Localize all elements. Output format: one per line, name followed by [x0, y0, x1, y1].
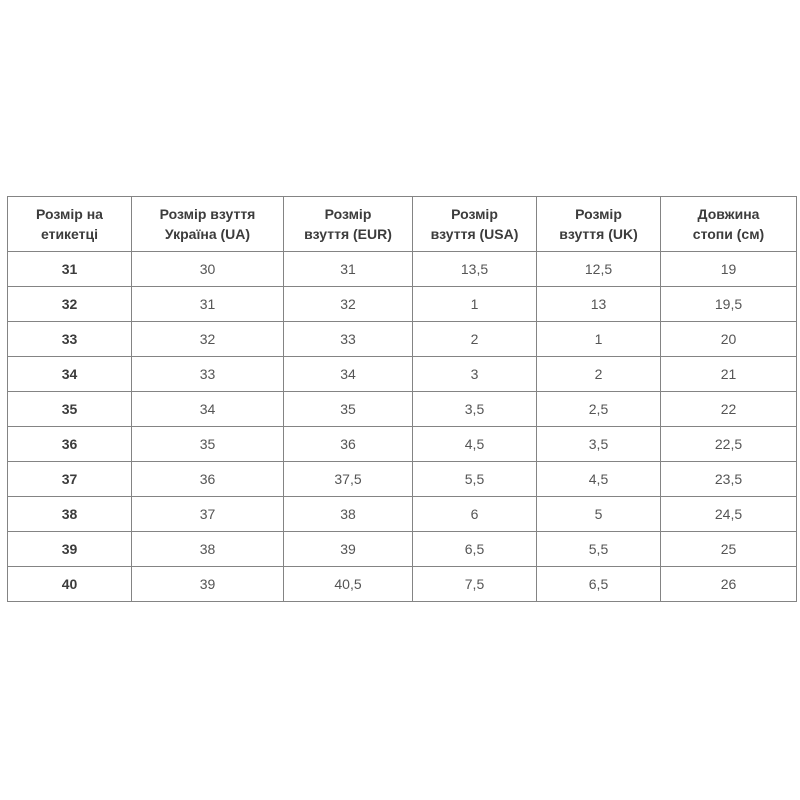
table-cell: 6 — [412, 496, 537, 532]
table-cell: 5,5 — [536, 531, 661, 567]
table-cell: 35 — [131, 426, 284, 462]
table-cell: 7,5 — [412, 566, 537, 602]
column-header-ua-size: Розмір взуття Україна (UA) — [131, 196, 284, 252]
table-cell: 2 — [536, 356, 661, 392]
table-cell: 36 — [283, 426, 413, 462]
header-line: Розмір — [324, 205, 372, 222]
table-cell: 23,5 — [660, 461, 797, 497]
table-cell: 1 — [536, 321, 661, 357]
header-line: Розмір — [575, 205, 622, 222]
header-line: Розмір взуття — [159, 205, 256, 222]
table-cell: 2,5 — [536, 391, 661, 427]
header-line: взуття (USA) — [430, 226, 519, 242]
table-cell: 40 — [7, 566, 132, 602]
header-row: Розмір на етикетці Розмір взуття Україна… — [7, 196, 797, 252]
header-line: Україна (UA) — [164, 226, 251, 242]
table-cell: 31 — [7, 251, 132, 287]
table-cell: 4,5 — [412, 426, 537, 462]
table-cell: 26 — [660, 566, 797, 602]
table-cell: 19 — [660, 251, 797, 287]
table-cell: 33 — [7, 321, 132, 357]
header-line: стопи (см) — [692, 226, 765, 242]
table-cell: 21 — [660, 356, 797, 392]
table-cell: 4,5 — [536, 461, 661, 497]
table-cell: 31 — [131, 286, 284, 322]
table-cell: 39 — [283, 531, 413, 567]
table-cell: 39 — [7, 531, 132, 567]
column-header-foot-length: Довжина стопи (см) — [660, 196, 797, 252]
table-cell: 32 — [7, 286, 132, 322]
table-cell: 38 — [7, 496, 132, 532]
table-cell: 12,5 — [536, 251, 661, 287]
table-cell: 22 — [660, 391, 797, 427]
table-cell: 35 — [283, 391, 413, 427]
table-cell: 36 — [131, 461, 284, 497]
table-cell: 5 — [536, 496, 661, 532]
table-cell: 3,5 — [412, 391, 537, 427]
table-cell: 37 — [7, 461, 132, 497]
table-cell: 19,5 — [660, 286, 797, 322]
header-line: Розмір — [451, 205, 498, 222]
table-cell: 6,5 — [412, 531, 537, 567]
table-row: 38 37 38 6 5 24,5 — [7, 496, 797, 532]
column-header-label-size: Розмір на етикетці — [7, 196, 132, 252]
header-line: взуття (UK) — [559, 226, 638, 242]
table-cell: 13,5 — [412, 251, 537, 287]
table-cell: 33 — [283, 321, 413, 357]
header-line: Довжина — [697, 205, 760, 222]
table-cell: 31 — [283, 251, 413, 287]
table-cell: 20 — [660, 321, 797, 357]
table-cell: 35 — [7, 391, 132, 427]
table-cell: 2 — [412, 321, 537, 357]
column-header-uk-size: Розмір взуття (UK) — [536, 196, 661, 252]
header-line: взуття (EUR) — [304, 226, 392, 242]
table-cell: 37,5 — [283, 461, 413, 497]
header-line: етикетці — [40, 226, 99, 242]
table-cell: 40,5 — [283, 566, 413, 602]
table-cell: 36 — [7, 426, 132, 462]
table-cell: 3 — [412, 356, 537, 392]
column-header-eur-size: Розмір взуття (EUR) — [283, 196, 413, 252]
table-cell: 30 — [131, 251, 284, 287]
header-line: Розмір на — [36, 205, 103, 222]
table-cell: 25 — [660, 531, 797, 567]
table-row: 32 31 32 1 13 19,5 — [7, 286, 797, 322]
table-row: 35 34 35 3,5 2,5 22 — [7, 391, 797, 427]
table-row: 40 39 40,5 7,5 6,5 26 — [7, 566, 797, 602]
table-cell: 6,5 — [536, 566, 661, 602]
table-cell: 3,5 — [536, 426, 661, 462]
column-header-usa-size: Розмір взуття (USA) — [412, 196, 537, 252]
table-cell: 13 — [536, 286, 661, 322]
table-cell: 33 — [131, 356, 284, 392]
table-cell: 38 — [131, 531, 284, 567]
table-row: 34 33 34 3 2 21 — [7, 356, 797, 392]
table-cell: 37 — [131, 496, 284, 532]
shoe-size-conversion-table: Розмір на етикетці Розмір взуття Україна… — [7, 196, 797, 602]
table-row: 39 38 39 6,5 5,5 25 — [7, 531, 797, 567]
table-cell: 32 — [283, 286, 413, 322]
table-cell: 34 — [131, 391, 284, 427]
table-cell: 24,5 — [660, 496, 797, 532]
table-cell: 5,5 — [412, 461, 537, 497]
table-cell: 22,5 — [660, 426, 797, 462]
table-row: 31 30 31 13,5 12,5 19 — [7, 251, 797, 287]
table-cell: 1 — [412, 286, 537, 322]
table-cell: 34 — [7, 356, 132, 392]
table-row: 33 32 33 2 1 20 — [7, 321, 797, 357]
table-cell: 34 — [283, 356, 413, 392]
table-cell: 32 — [131, 321, 284, 357]
table-cell: 38 — [283, 496, 413, 532]
table-cell: 39 — [131, 566, 284, 602]
table-row: 36 35 36 4,5 3,5 22,5 — [7, 426, 797, 462]
table-row: 37 36 37,5 5,5 4,5 23,5 — [7, 461, 797, 497]
